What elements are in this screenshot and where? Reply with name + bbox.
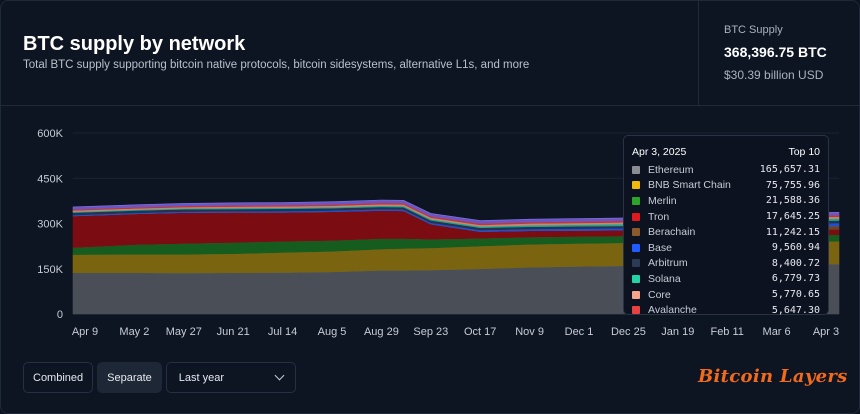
tooltip-row: Base 9,560.94 — [632, 240, 820, 256]
tooltip-row: BNB Smart Chain 75,755.96 — [632, 178, 820, 194]
y-tick-label: 450K — [37, 173, 63, 185]
tooltip-series-name: Core — [648, 288, 671, 301]
tooltip-series-value: 8,400.72 — [771, 257, 820, 269]
x-tick-label: Aug 5 — [318, 326, 347, 338]
tooltip-swatch — [632, 228, 640, 237]
supply-value: 368,396.75 BTC — [724, 44, 827, 60]
tooltip-series-value: 11,242.15 — [765, 226, 820, 238]
y-tick-label: 150K — [37, 264, 63, 276]
tooltip-series-value: 75,755.96 — [765, 179, 820, 191]
tooltip-swatch — [632, 181, 640, 190]
tooltip-row: Ethereum 165,657.31 — [632, 162, 820, 178]
x-tick-label: Nov 9 — [515, 326, 544, 338]
tooltip-swatch — [632, 212, 640, 221]
tooltip-series-value: 9,560.94 — [771, 242, 820, 254]
combined-button[interactable]: Combined — [23, 362, 94, 393]
separate-button[interactable]: Separate — [97, 362, 162, 393]
time-range-label: Last year — [178, 371, 225, 384]
supply-summary: BTC Supply 368,396.75 BTC $30.39 billion… — [698, 1, 859, 106]
x-tick-label: May 27 — [166, 326, 202, 338]
supply-usd-value: $30.39 billion USD — [724, 68, 824, 82]
tooltip-series-name: Merlin — [648, 194, 677, 207]
y-tick-label: 600K — [37, 128, 63, 140]
x-tick-label: Mar 6 — [763, 326, 791, 338]
x-tick-label: Jan 19 — [661, 326, 694, 338]
x-tick-label: Apr 3 — [813, 326, 839, 338]
tooltip-series-name: Ethereum — [648, 163, 694, 176]
tooltip-swatch — [632, 196, 640, 205]
tooltip-series-value: 5,647.30 — [771, 304, 820, 316]
tooltip-series-name: Solana — [648, 272, 681, 285]
x-tick-label: Aug 29 — [364, 326, 399, 338]
tooltip-swatch — [632, 259, 640, 268]
tooltip-date: Apr 3, 2025 — [632, 146, 687, 158]
tooltip-row: Merlin 21,588.36 — [632, 193, 820, 209]
y-tick-label: 300K — [37, 219, 63, 231]
tooltip-row: Core 5,770.65 — [632, 287, 820, 303]
tooltip-swatch — [632, 306, 640, 315]
tooltip-swatch — [632, 165, 640, 174]
area-series-other[interactable] — [72, 199, 840, 224]
x-tick-label: Sep 23 — [413, 326, 448, 338]
card-header: BTC supply by network Total BTC supply s… — [1, 1, 859, 106]
bitcoin-layers-logo: Bitcoin Layers — [698, 366, 848, 387]
tooltip-series-name: Tron — [648, 210, 670, 223]
page-title: BTC supply by network — [23, 33, 246, 55]
x-tick-label: Dec 25 — [611, 326, 646, 338]
tooltip-series-name: Avalanche — [648, 304, 697, 317]
chart-controls: Combined Separate Last year — [23, 362, 296, 393]
tooltip-rows: Ethereum 165,657.31 BNB Smart Chain 75,755.… — [632, 162, 820, 318]
x-tick-label: Oct 17 — [464, 326, 496, 338]
tooltip-swatch — [632, 243, 640, 252]
tooltip-series-name: Base — [648, 241, 672, 254]
x-tick-label: Jul 14 — [268, 326, 297, 338]
tooltip-series-value: 17,645.25 — [765, 211, 820, 223]
x-tick-label: Feb 11 — [710, 326, 743, 338]
tooltip-swatch — [632, 290, 640, 299]
chevron-down-icon — [274, 370, 285, 381]
tooltip-series-value: 6,779.73 — [771, 273, 820, 285]
y-tick-label: 0 — [57, 309, 63, 321]
x-tick-label: Dec 1 — [565, 326, 594, 338]
x-tick-label: Apr 9 — [72, 326, 98, 338]
tooltip-top-label: Top 10 — [788, 146, 820, 158]
tooltip-series-value: 21,588.36 — [765, 195, 820, 207]
chart-tooltip: Apr 3, 2025 Top 10 Ethereum 165,657.31 BNB… — [623, 135, 829, 318]
tooltip-row: Solana 6,779.73 — [632, 271, 820, 287]
page-subtitle: Total BTC supply supporting bitcoin nati… — [23, 59, 530, 71]
tooltip-row: Arbitrum 8,400.72 — [632, 256, 820, 272]
tooltip-series-value: 5,770.65 — [771, 289, 820, 301]
time-range-select[interactable]: Last year — [165, 362, 296, 393]
tooltip-row: Tron 17,645.25 — [632, 209, 820, 225]
x-tick-label: Jun 21 — [217, 326, 250, 338]
tooltip-header: Apr 3, 2025 Top 10 — [632, 142, 820, 162]
tooltip-series-name: Berachain — [648, 226, 696, 239]
tooltip-row: Avalanche 5,647.30 — [632, 302, 820, 318]
tooltip-series-name: BNB Smart Chain — [648, 179, 731, 192]
tooltip-swatch — [632, 274, 640, 283]
tooltip-series-value: 165,657.31 — [759, 164, 820, 176]
tooltip-series-name: Arbitrum — [648, 257, 688, 270]
tooltip-row: Berachain 11,242.15 — [632, 224, 820, 240]
x-tick-label: May 2 — [119, 326, 149, 338]
supply-label: BTC Supply — [724, 24, 783, 36]
